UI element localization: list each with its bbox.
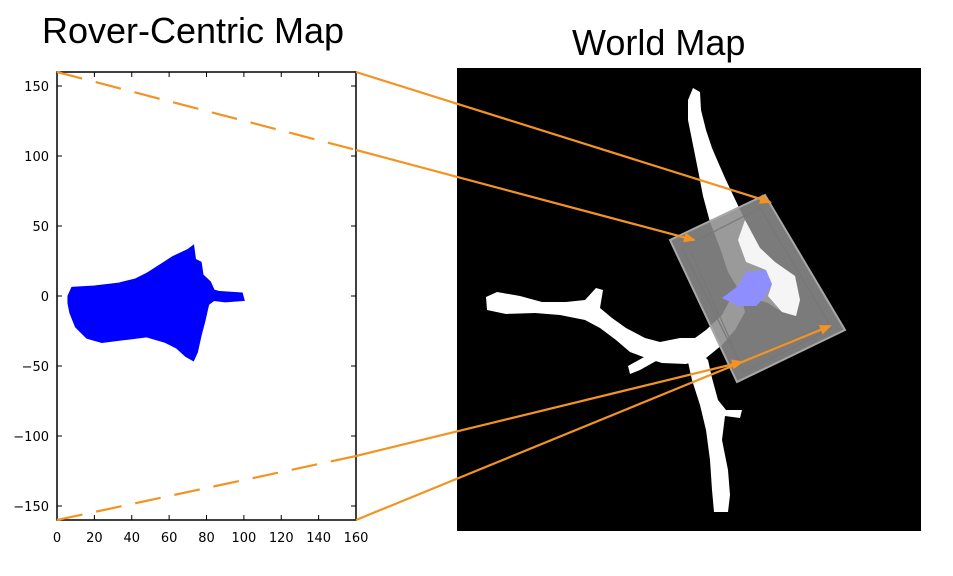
y-tick-label: 150 bbox=[24, 80, 49, 95]
rover-centric-title: Rover-Centric Map bbox=[42, 10, 345, 51]
navigable-region bbox=[67, 244, 245, 362]
projection-lines bbox=[56, 70, 832, 522]
arrow-bottom-right-corner bbox=[355, 324, 832, 522]
y-tick-label: 0 bbox=[41, 290, 49, 305]
x-tick-label: 60 bbox=[161, 531, 178, 546]
terrain-south-branch bbox=[688, 352, 742, 512]
world-map bbox=[457, 68, 921, 531]
world-map-background bbox=[457, 68, 921, 531]
x-tick-label: 100 bbox=[231, 531, 256, 546]
x-tick-label: 120 bbox=[269, 531, 294, 546]
x-tick-label: 160 bbox=[344, 531, 369, 546]
arrow-top-left-corner bbox=[355, 148, 696, 243]
overlay-axis-line bbox=[689, 249, 743, 367]
y-tick-label: −50 bbox=[22, 360, 49, 375]
x-tick-label: 20 bbox=[86, 531, 103, 546]
y-tick-label: 50 bbox=[32, 220, 49, 235]
terrain-through-overlay bbox=[738, 220, 800, 316]
arrow-top-right-corner bbox=[355, 70, 772, 204]
arrow-bottom-left-corner bbox=[355, 359, 744, 458]
dashed-line-top bbox=[56, 70, 357, 152]
x-tick-label: 0 bbox=[53, 531, 61, 546]
dashed-line-bottom bbox=[56, 454, 357, 522]
x-tick-label: 40 bbox=[123, 531, 140, 546]
x-tick-label: 140 bbox=[306, 531, 331, 546]
x-tick-label: 80 bbox=[198, 531, 215, 546]
rover-tick-labels: 0 20 40 60 80 100 120 140 160 150 100 50 0 −50 −100 −15… bbox=[13, 80, 368, 546]
world-map-title: World Map bbox=[572, 22, 746, 63]
y-tick-label: −100 bbox=[13, 430, 49, 445]
y-tick-label: −150 bbox=[13, 500, 49, 515]
rover-map-overlay-inner bbox=[681, 207, 833, 373]
terrain-west-branch bbox=[486, 288, 745, 364]
y-tick-label: 100 bbox=[24, 150, 49, 165]
rover-fov-region bbox=[722, 270, 772, 306]
terrain-spur bbox=[628, 345, 665, 374]
rover-axis-ticks bbox=[56, 72, 357, 520]
